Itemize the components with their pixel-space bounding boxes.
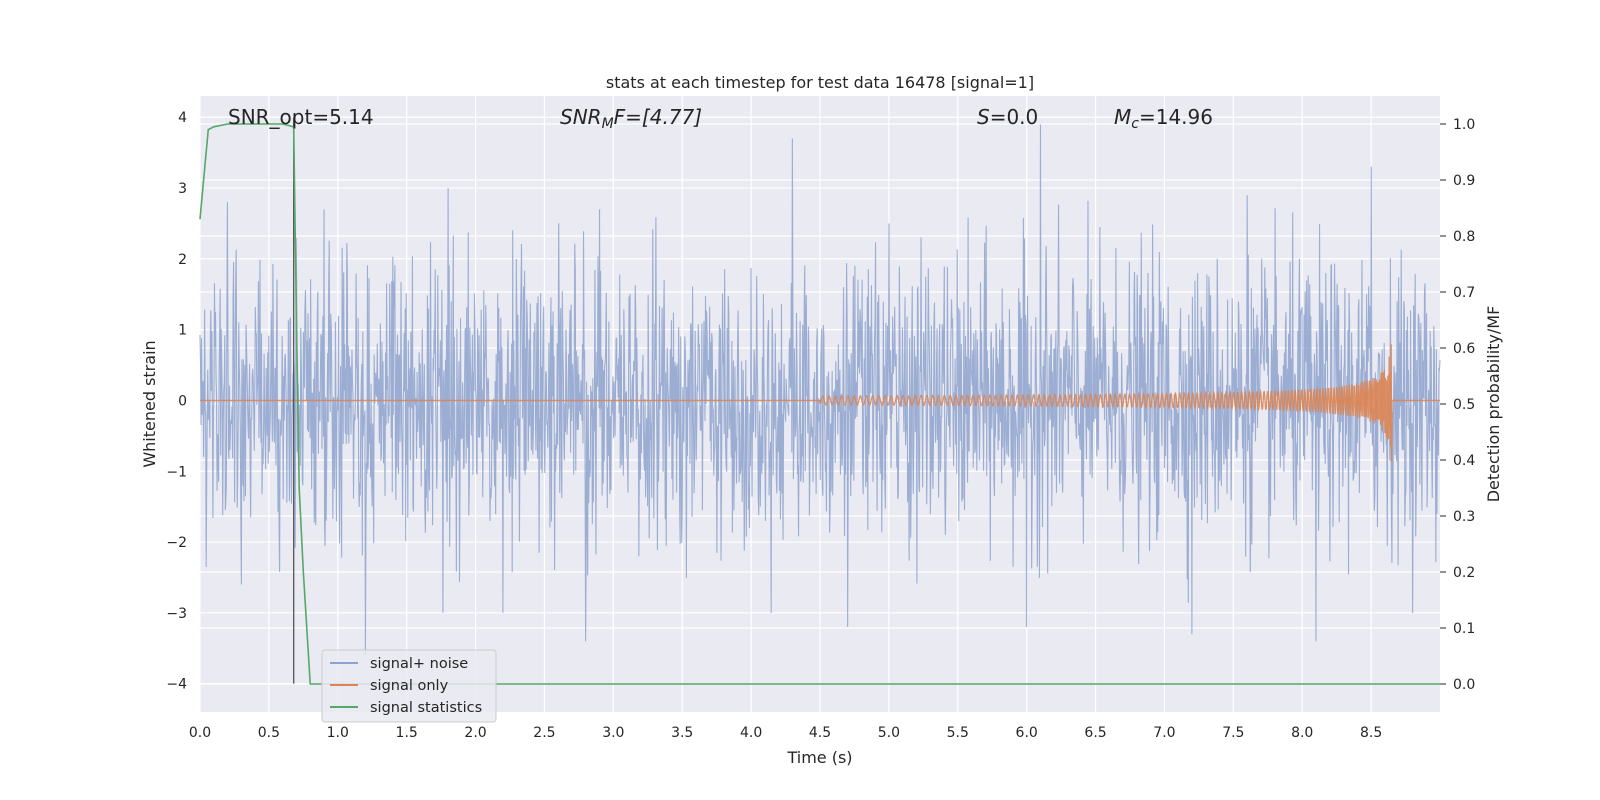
y-left-tick-label: −3 (166, 606, 187, 622)
x-tick-label: 4.5 (809, 725, 831, 741)
y-left-tick-label: −1 (166, 464, 187, 480)
y-right-tick-label: 0.2 (1453, 565, 1475, 581)
y-left-tick-label: 2 (178, 252, 187, 268)
legend-box (321, 649, 497, 723)
x-axis-label: Time (s) (786, 748, 852, 767)
annotation-mc: Mc=14.96 (1114, 105, 1213, 132)
chart-title: stats at each timestep for test data 164… (606, 73, 1034, 92)
x-tick-label: 7.0 (1153, 725, 1175, 741)
y-left-tick-label: 0 (178, 393, 187, 409)
x-tick-label: 3.5 (671, 725, 693, 741)
x-tick-label: 5.0 (878, 725, 900, 741)
signal-noise-line (199, 124, 1441, 656)
x-tick-label: 6.5 (1084, 725, 1106, 741)
y-left-tick-label: 4 (178, 110, 187, 126)
signal-only-line (200, 344, 1440, 463)
x-tick-label: 6.0 (1016, 725, 1038, 741)
y-left-tick-label: 3 (178, 181, 187, 197)
y-left-tick-label: −2 (166, 535, 187, 551)
x-tick-label: 5.5 (947, 725, 969, 741)
y-right-tick-label: 0.9 (1453, 173, 1475, 189)
series-signal-statistics (199, 123, 1440, 685)
annotation-snr-mf: SNRMF=[4.77] (560, 105, 702, 132)
y-right-tick-label: 0.4 (1453, 453, 1475, 469)
legend-entry-signal-noise: signal+ noise (370, 656, 468, 672)
y-right-tick-label: 0.0 (1453, 677, 1475, 693)
signal-statistics-line (199, 123, 1440, 685)
x-tick-label: 4.0 (740, 725, 762, 741)
y-right-tick-label: 0.6 (1453, 341, 1475, 357)
legend-entry-signal-only: signal only (370, 678, 449, 694)
y-left-tick-label: 1 (178, 323, 187, 339)
x-tick-label: 3.0 (602, 725, 624, 741)
y-right-axis-label: Detection probability/MF (1484, 306, 1503, 503)
y-right-tick-label: 0.5 (1453, 397, 1475, 413)
legend-entry-signal-statistics: signal statistics (370, 700, 482, 716)
annotation-snr-opt: SNR_opt=5.14 (228, 105, 374, 129)
x-tick-labels: 0.0 0.5 1.0 1.5 2.0 2.5 3.0 3.5 4.0 4.5 5.0 5.5 6.0 6… (189, 725, 1382, 741)
y-left-axis-label: Whitened strain (140, 340, 159, 467)
x-tick-label: 1.0 (327, 725, 349, 741)
legend: signal+ noise signal only signal statist… (321, 649, 497, 723)
annotation-s: S=0.0 (977, 105, 1038, 129)
x-tick-label: 0.5 (258, 725, 280, 741)
series-signal-noise (199, 124, 1441, 656)
x-tick-label: 8.0 (1291, 725, 1313, 741)
y-right-tick-labels: 1.0 0.9 0.8 0.7 0.6 0.5 0.4 0.3 0.2 0.1 0.0 (1440, 117, 1475, 693)
y-right-tick-label: 0.1 (1453, 621, 1475, 637)
x-tick-label: 7.5 (1222, 725, 1244, 741)
x-tick-label: 0.0 (189, 725, 211, 741)
x-tick-label: 8.5 (1360, 725, 1382, 741)
y-right-tick-label: 1.0 (1453, 117, 1475, 133)
x-tick-label: 2.0 (464, 725, 486, 741)
y-right-tick-label: 0.3 (1453, 509, 1475, 525)
y-right-tick-label: 0.8 (1453, 229, 1475, 245)
x-tick-label: 1.5 (396, 725, 418, 741)
x-tick-label: 2.5 (533, 725, 555, 741)
y-right-tick-label: 0.7 (1453, 285, 1475, 301)
series-signal-only (200, 344, 1440, 463)
y-left-tick-label: −4 (166, 677, 187, 693)
y-left-tick-labels: 4 3 2 1 0 −1 −2 −3 −4 (166, 110, 187, 692)
